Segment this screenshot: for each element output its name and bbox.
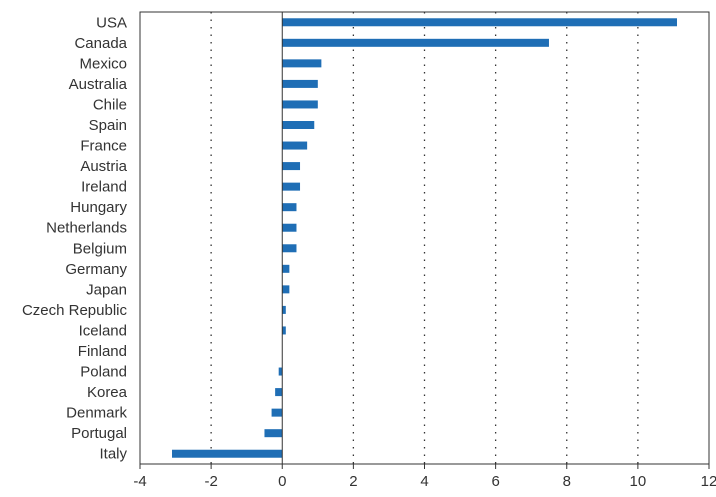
category-label: Finland	[78, 343, 127, 360]
bar-france	[282, 141, 308, 150]
category-label: Germany	[65, 261, 127, 278]
category-label: Iceland	[79, 322, 127, 339]
category-label: Netherlands	[46, 220, 127, 237]
category-label: Italy	[99, 446, 127, 463]
x-tick-label: 6	[491, 473, 499, 490]
x-tick-label: -4	[133, 473, 146, 490]
category-label: Korea	[87, 384, 128, 401]
grid-lines	[210, 12, 639, 464]
category-label: Canada	[74, 35, 127, 52]
bar-czech-republic	[282, 305, 286, 314]
bar-chile	[282, 100, 318, 109]
bar-hungary	[282, 203, 297, 212]
x-tick-label: -2	[204, 473, 217, 490]
category-label: Portugal	[71, 425, 127, 442]
category-label: Belgium	[73, 240, 127, 257]
x-tick-label: 8	[563, 473, 571, 490]
bar-mexico	[282, 59, 322, 68]
x-tick-label: 4	[420, 473, 428, 490]
bar-portugal	[264, 429, 283, 438]
category-label: Poland	[80, 364, 127, 381]
bar-poland	[278, 367, 283, 376]
category-label: Ireland	[81, 179, 127, 196]
bar-japan	[282, 285, 290, 294]
category-label: Chile	[93, 96, 127, 113]
bar-italy	[172, 449, 283, 458]
category-labels: USA Canada Mexico Australia Chile Spain France…	[22, 14, 128, 462]
category-label: Hungary	[70, 199, 127, 216]
category-label: Spain	[89, 117, 127, 134]
bar-australia	[282, 79, 318, 88]
bar-iceland	[282, 326, 286, 335]
category-label: USA	[96, 14, 127, 31]
x-tick-label: 10	[630, 473, 647, 490]
category-label: Mexico	[79, 55, 127, 72]
category-label: Czech Republic	[22, 302, 128, 319]
bar-usa	[282, 18, 677, 27]
category-label: Denmark	[66, 405, 127, 422]
category-label: France	[80, 138, 127, 155]
bar-denmark	[271, 408, 283, 417]
bar-korea	[275, 388, 283, 397]
bar-netherlands	[282, 223, 297, 232]
x-tick-label: 2	[349, 473, 357, 490]
category-label: Japan	[86, 281, 127, 298]
bar-austria	[282, 162, 301, 171]
bars	[172, 18, 677, 458]
category-label: Australia	[69, 76, 128, 93]
bar-spain	[282, 121, 315, 129]
category-label: Austria	[80, 158, 127, 175]
bar-belgium	[282, 244, 297, 253]
x-tick-label: 12	[701, 473, 716, 490]
x-tick-label: 0	[278, 473, 286, 490]
bar-ireland	[282, 182, 301, 191]
bar-germany	[282, 264, 290, 273]
bar-canada	[282, 38, 549, 47]
x-tick-labels: -4 -2 0 2 4 6 8 10 12	[133, 464, 716, 490]
